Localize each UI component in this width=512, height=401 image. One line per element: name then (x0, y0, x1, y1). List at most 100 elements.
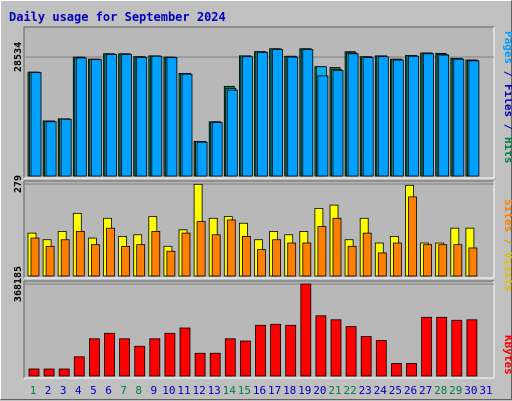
bar-pages-day-2 (45, 121, 57, 177)
xtick-label-day-15: 15 (238, 384, 251, 397)
pages-files-separator: / (502, 64, 512, 84)
visits-axis-label: Sites / Visits (502, 199, 512, 292)
bar-kbytes-day-19 (300, 283, 312, 377)
bar-pages-day-11 (181, 73, 193, 177)
xtick-label-day-28: 28 (434, 384, 447, 397)
xtick-label-day-22: 22 (343, 384, 356, 397)
ytick-label-hits_files_pages: 28534 (13, 42, 24, 72)
sites-label: Sites (502, 199, 512, 232)
bar-sites-day-27 (423, 244, 433, 277)
bar-kbytes-day-27 (421, 316, 433, 377)
bar-sites-day-28 (438, 244, 448, 277)
bar-pages-day-23 (362, 57, 374, 177)
xtick-label-day-30: 30 (464, 384, 477, 397)
bar-sites-day-23 (362, 232, 372, 277)
bar-pages-day-20 (317, 75, 329, 177)
xtick-label-day-14: 14 (223, 384, 237, 397)
bar-pages-day-17 (272, 49, 284, 177)
bar-sites-day-21 (332, 217, 342, 277)
bar-kbytes-day-23 (360, 336, 372, 377)
bar-pages-day-22 (347, 53, 359, 177)
ytick-label-kbytes: 368185 (13, 266, 24, 302)
bar-kbytes-day-9 (149, 338, 161, 377)
bar-pages-day-29 (453, 58, 465, 177)
xtick-label-day-18: 18 (283, 384, 296, 397)
visits-label: Visits (502, 252, 512, 292)
bar-kbytes-day-30 (466, 319, 478, 377)
bar-sites-day-30 (468, 247, 478, 277)
bar-kbytes-day-24 (375, 340, 387, 377)
bar-sites-day-16 (257, 249, 266, 277)
xtick-label-day-1: 1 (30, 384, 37, 397)
xtick-label-day-19: 19 (298, 384, 311, 397)
xtick-label-day-3: 3 (60, 384, 67, 397)
bar-kbytes-day-21 (330, 319, 342, 377)
bar-pages-day-7 (121, 54, 132, 177)
bar-pages-day-30 (468, 60, 480, 177)
bar-sites-day-22 (347, 245, 357, 277)
bar-sites-day-15 (241, 236, 251, 277)
bar-kbytes-day-4 (73, 356, 85, 377)
bar-pages-day-1 (30, 72, 42, 177)
xtick-label-day-12: 12 (192, 384, 205, 397)
bar-pages-day-16 (257, 52, 268, 177)
bar-pages-day-24 (377, 56, 389, 177)
hits-label: Hits (502, 137, 512, 164)
kbytes-label: KBytes (502, 335, 512, 375)
bar-pages-day-19 (302, 49, 314, 177)
xtick-label-day-16: 16 (253, 384, 266, 397)
bar-pages-day-4 (75, 57, 87, 177)
bar-kbytes-day-28 (436, 316, 448, 377)
bar-kbytes-day-15 (239, 340, 251, 377)
bar-pages-day-15 (241, 56, 253, 177)
hits-axis-label: Pages / Files / Hits (502, 31, 512, 164)
files-hits-separator: / (502, 117, 512, 137)
bar-kbytes-day-6 (104, 332, 115, 377)
bar-sites-day-6 (106, 227, 115, 277)
xtick-label-day-8: 8 (135, 384, 142, 397)
bar-sites-day-19 (302, 242, 312, 277)
bar-pages-day-8 (136, 57, 148, 177)
xtick-label-day-10: 10 (162, 384, 175, 397)
bar-kbytes-day-20 (315, 315, 327, 377)
xtick-label-day-21: 21 (328, 384, 341, 397)
bar-sites-day-11 (181, 232, 191, 277)
bar-sites-day-4 (75, 231, 85, 277)
ytick-label-visits_sites: 279 (13, 175, 24, 193)
sites-visits-separator: / (502, 232, 512, 252)
bar-sites-day-14 (226, 219, 236, 277)
xtick-label-day-24: 24 (374, 384, 388, 397)
bar-kbytes-day-13 (209, 352, 221, 377)
xtick-label-day-17: 17 (268, 384, 281, 397)
xtick-label-day-6: 6 (105, 384, 112, 397)
bar-kbytes-day-14 (224, 338, 236, 377)
bar-pages-day-26 (408, 55, 419, 177)
bar-pages-day-18 (287, 56, 299, 177)
bar-pages-day-10 (166, 57, 178, 177)
bar-kbytes-day-29 (451, 319, 463, 377)
bar-kbytes-day-8 (134, 345, 146, 377)
xtick-label-day-11: 11 (177, 384, 190, 397)
bar-sites-day-18 (287, 242, 297, 277)
bar-sites-day-1 (30, 237, 40, 277)
bar-kbytes-day-22 (345, 326, 357, 377)
bar-pages-day-13 (211, 122, 223, 177)
bar-sites-day-9 (151, 231, 161, 277)
bar-pages-day-25 (392, 59, 404, 177)
files-label: Files (502, 84, 512, 117)
bar-kbytes-day-1 (28, 368, 40, 377)
bar-sites-day-5 (91, 244, 100, 277)
bar-kbytes-day-3 (58, 368, 70, 377)
bar-sites-day-20 (317, 226, 327, 277)
bar-kbytes-day-12 (194, 352, 206, 377)
bar-sites-day-10 (166, 250, 176, 277)
xtick-label-day-31: 31 (479, 384, 492, 397)
bar-sites-day-29 (453, 244, 463, 277)
bar-kbytes-day-7 (119, 338, 130, 377)
xtick-label-day-25: 25 (389, 384, 402, 397)
bar-sites-day-8 (136, 244, 146, 277)
bar-kbytes-day-26 (406, 363, 417, 377)
xtick-label-day-5: 5 (90, 384, 97, 397)
bar-kbytes-day-5 (89, 338, 100, 377)
